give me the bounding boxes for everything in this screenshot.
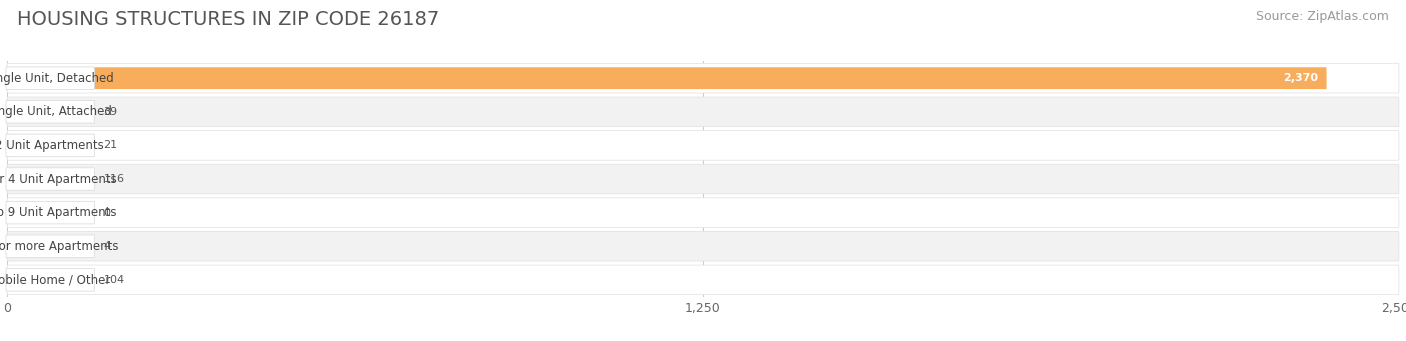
FancyBboxPatch shape <box>7 235 10 257</box>
FancyBboxPatch shape <box>6 67 94 89</box>
FancyBboxPatch shape <box>7 134 18 156</box>
Text: 10 or more Apartments: 10 or more Apartments <box>0 240 118 253</box>
Text: 2,370: 2,370 <box>1284 73 1319 83</box>
Text: 4: 4 <box>104 241 111 251</box>
FancyBboxPatch shape <box>7 198 1399 227</box>
FancyBboxPatch shape <box>7 269 65 291</box>
Text: 3 or 4 Unit Apartments: 3 or 4 Unit Apartments <box>0 173 117 186</box>
Text: 2 Unit Apartments: 2 Unit Apartments <box>0 139 104 152</box>
FancyBboxPatch shape <box>6 101 94 123</box>
FancyBboxPatch shape <box>7 265 1399 295</box>
FancyBboxPatch shape <box>7 164 1399 194</box>
Text: 21: 21 <box>104 140 118 150</box>
FancyBboxPatch shape <box>6 202 94 224</box>
FancyBboxPatch shape <box>7 67 1327 89</box>
FancyBboxPatch shape <box>6 168 94 190</box>
Text: Mobile Home / Other: Mobile Home / Other <box>0 273 110 286</box>
Text: 116: 116 <box>104 174 124 184</box>
FancyBboxPatch shape <box>6 235 94 257</box>
FancyBboxPatch shape <box>6 134 94 157</box>
FancyBboxPatch shape <box>7 63 1399 93</box>
FancyBboxPatch shape <box>7 168 72 190</box>
FancyBboxPatch shape <box>6 269 94 291</box>
Text: 0: 0 <box>104 208 110 218</box>
Text: 5 to 9 Unit Apartments: 5 to 9 Unit Apartments <box>0 206 117 219</box>
FancyBboxPatch shape <box>7 131 1399 160</box>
Text: Source: ZipAtlas.com: Source: ZipAtlas.com <box>1256 10 1389 23</box>
Text: HOUSING STRUCTURES IN ZIP CODE 26187: HOUSING STRUCTURES IN ZIP CODE 26187 <box>17 10 439 29</box>
FancyBboxPatch shape <box>7 101 28 123</box>
Text: Single Unit, Detached: Single Unit, Detached <box>0 72 114 85</box>
Text: Single Unit, Attached: Single Unit, Attached <box>0 105 111 118</box>
FancyBboxPatch shape <box>7 232 1399 261</box>
Text: 104: 104 <box>104 275 125 285</box>
FancyBboxPatch shape <box>7 97 1399 127</box>
Text: 39: 39 <box>104 107 118 117</box>
